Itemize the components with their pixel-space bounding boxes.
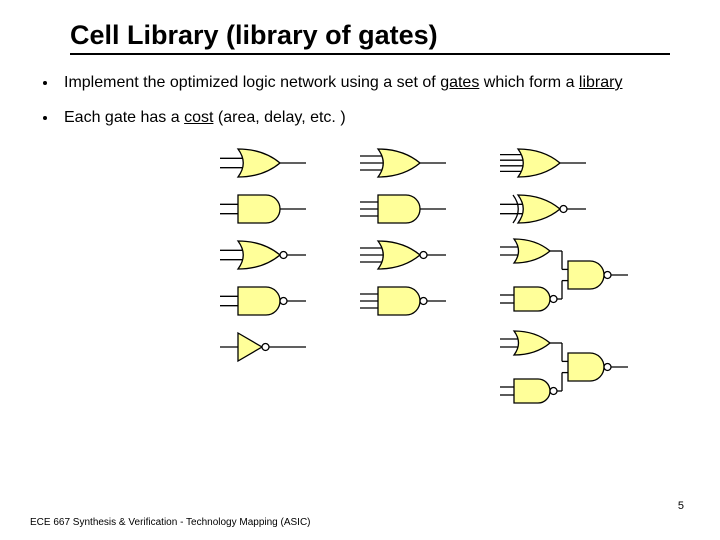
slide: Cell Library (library of gates) Implemen… [0,0,720,540]
bullet-1-underline-gates: gates [440,74,479,91]
bullet-list: Implement the optimized logic network us… [58,73,690,129]
gates-diagram [30,143,690,443]
or-gate-icon [360,143,450,188]
bullet-2-text-b: (area, delay, etc. ) [213,109,345,126]
footer-text: ECE 667 Synthesis & Verification - Techn… [30,517,311,528]
and-gate-icon [360,281,450,326]
bullet-2: Each gate has a cost (area, delay, etc. … [58,108,690,129]
or-gate-icon [500,143,590,188]
or-gate-icon [220,143,310,188]
compound-gate-icon [500,327,630,412]
or-gate-icon [360,235,450,280]
and-gate-icon [360,189,450,234]
bullet-1-underline-library: library [579,74,623,91]
slide-title: Cell Library (library of gates) [70,20,670,55]
and-gate-icon [220,189,310,234]
inv-gate-icon [220,327,310,372]
bullet-1-text-b: which form a [479,74,579,91]
bullet-2-underline-cost: cost [184,109,213,126]
bullet-1: Implement the optimized logic network us… [58,73,690,94]
page-number: 5 [678,500,684,512]
and-gate-icon [220,281,310,326]
bullet-1-text-a: Implement the optimized logic network us… [64,74,440,91]
bullet-2-text-a: Each gate has a [64,109,184,126]
compound-gate-icon [500,235,630,320]
or-gate-icon [220,235,310,280]
xor-gate-icon [500,189,590,234]
